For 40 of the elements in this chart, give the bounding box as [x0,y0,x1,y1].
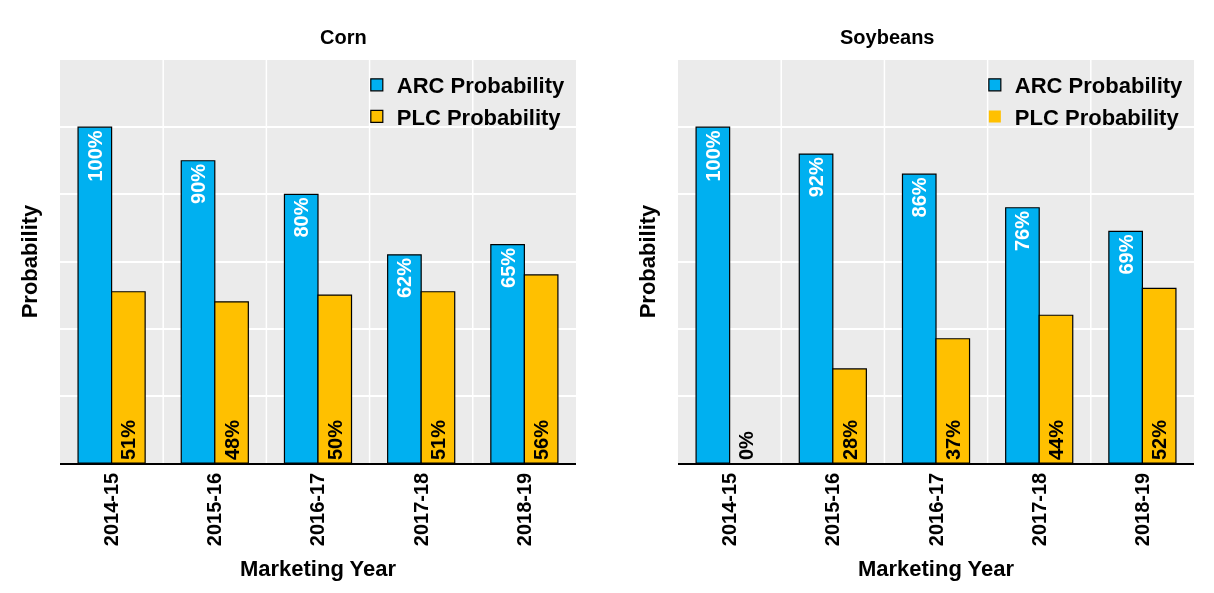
x-tick-label: 2014-15 [100,472,123,547]
x-tick-label: 2018-19 [512,472,535,547]
data-label: 100% [701,130,724,182]
x-tick-label: 2016-17 [306,472,329,547]
x-axis-title: Marketing Year [857,555,1015,581]
data-label: 90% [187,163,210,204]
chart-title: Corn [320,26,367,48]
x-tick-label: 2017-18 [409,472,432,547]
x-tick-label: 2014-15 [718,472,741,547]
data-label: 76% [1011,210,1034,252]
x-tick-label: 2015-16 [203,472,226,547]
chart-title: Soybeans [840,26,935,48]
x-tick-label: 2018-19 [1130,472,1153,547]
x-tick-label: 2016-17 [924,472,947,547]
legend-label: PLC Probability [396,105,562,131]
data-label: 100% [83,130,106,182]
y-axis-title: Probability [634,203,660,319]
legend-label: ARC Probability [396,73,566,99]
data-label: 37% [941,419,964,460]
data-label: 28% [838,419,861,460]
data-label: 48% [220,419,243,460]
data-label: 92% [805,157,828,198]
data-label: 52% [1148,419,1171,460]
x-tick-label: 2017-18 [1027,472,1050,547]
data-label: 51% [426,419,449,460]
data-label: 62% [393,257,416,299]
data-label: 80% [290,197,313,238]
data-label: 86% [908,177,931,218]
legend-label: PLC Probability [1014,105,1180,131]
data-label: 56% [530,419,553,460]
data-label: 65% [496,247,519,288]
x-axis-title: Marketing Year [239,555,397,581]
x-tick-label: 2015-16 [821,472,844,547]
data-label: 44% [1044,419,1067,460]
legend-label: ARC Probability [1014,73,1184,99]
y-axis-title: Probability [16,203,42,319]
data-label: 50% [323,419,346,460]
data-label: 51% [117,419,140,460]
data-label: 0% [735,430,758,460]
data-label: 69% [1114,234,1137,275]
